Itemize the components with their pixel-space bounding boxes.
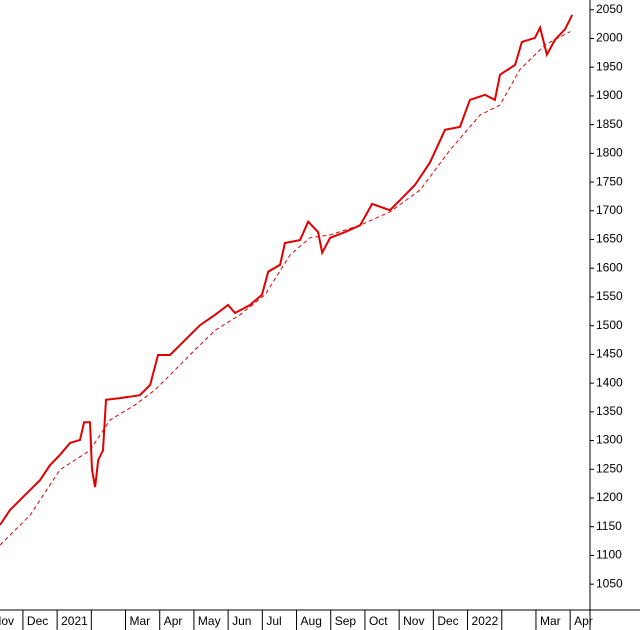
- y-tick-label: 1450: [596, 347, 623, 361]
- x-tick-label: 2022: [472, 614, 499, 628]
- y-tick-label: 1550: [596, 289, 623, 303]
- y-tick-label: 1800: [596, 146, 623, 160]
- y-tick-label: 1750: [596, 174, 623, 188]
- y-tick-label: 1650: [596, 232, 623, 246]
- x-tick-label: Dec: [27, 614, 48, 628]
- x-tick-label: Dec: [437, 614, 458, 628]
- y-tick-label: 1050: [596, 576, 623, 590]
- y-tick-label: 1300: [596, 433, 623, 447]
- y-tick-label: 1500: [596, 318, 623, 332]
- y-tick-label: 1600: [596, 260, 623, 274]
- x-tick-label: Aug: [301, 614, 322, 628]
- x-tick-label: Mar: [130, 614, 151, 628]
- y-tick-label: 1400: [596, 375, 623, 389]
- y-tick-label: 1150: [596, 519, 622, 533]
- y-tick-label: 2000: [596, 31, 623, 45]
- x-tick-label: Jun: [232, 614, 251, 628]
- y-tick-label: 1200: [596, 490, 623, 504]
- y-tick-label: 1250: [596, 461, 623, 475]
- x-tick-label: Nov: [0, 614, 14, 628]
- y-tick-label: 1850: [596, 117, 623, 131]
- y-tick-label: 1350: [596, 404, 623, 418]
- y-tick-label: 1950: [596, 59, 623, 73]
- moving-average-line: [0, 31, 571, 546]
- x-tick-label: Sep: [335, 614, 357, 628]
- x-tick-label: Oct: [369, 614, 388, 628]
- y-tick-label: 1900: [596, 88, 623, 102]
- y-tick-label: 1100: [596, 548, 622, 562]
- plot-area: [0, 14, 574, 546]
- x-tick-label: May: [198, 614, 221, 628]
- y-tick-label: 1700: [596, 203, 623, 217]
- x-tick-label: Apr: [164, 614, 183, 628]
- x-tick-label: Nov: [403, 614, 424, 628]
- x-tick-label: Apr: [574, 614, 593, 628]
- x-tick-label: Jul: [266, 614, 281, 628]
- y-tick-label: 2050: [596, 2, 623, 16]
- x-tick-label: Mar: [540, 614, 561, 628]
- x-tick-label: 2021: [61, 614, 88, 628]
- price-line: [0, 14, 574, 526]
